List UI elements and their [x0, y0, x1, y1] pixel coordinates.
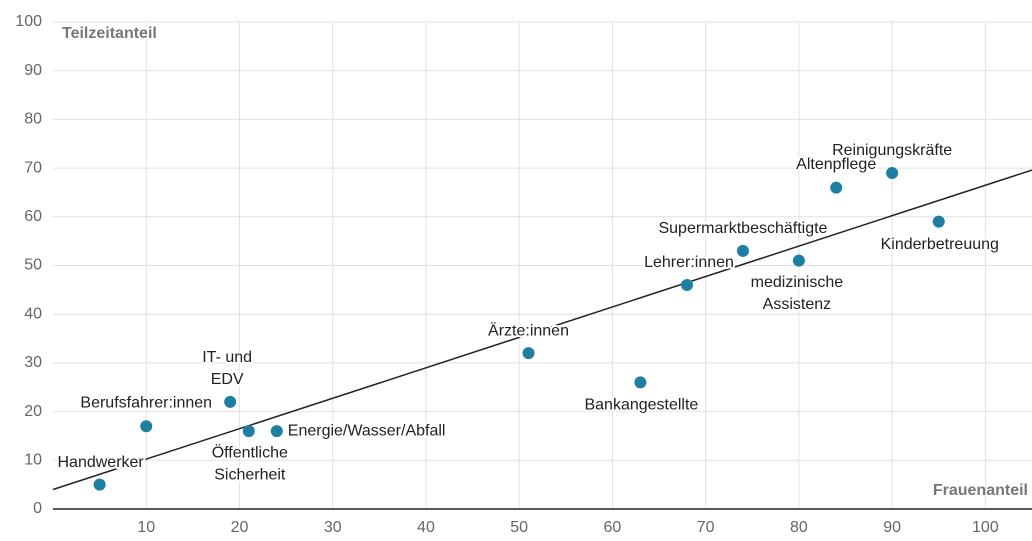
point-label: Handwerker — [57, 454, 144, 471]
x-tick-label: 60 — [604, 519, 622, 536]
trend-line — [52, 169, 1032, 491]
point — [270, 425, 283, 438]
point — [792, 254, 805, 267]
y-tick-label: 0 — [33, 500, 42, 517]
x-tick-label: 20 — [231, 519, 249, 536]
point-label: Supermarktbeschäftigte — [658, 220, 827, 237]
point-label: Öffentliche — [212, 443, 288, 461]
x-tick-label: 90 — [883, 519, 901, 536]
y-tick-label: 60 — [24, 208, 42, 225]
y-tick-label: 10 — [24, 452, 42, 469]
point-label: medizinische — [751, 274, 844, 291]
point — [932, 215, 945, 228]
y-tick-label: 70 — [24, 159, 42, 176]
point-label: Lehrer:innen — [644, 254, 734, 271]
point-label: EDV — [211, 371, 244, 388]
point — [93, 478, 106, 491]
y-tick-label: 90 — [24, 62, 42, 79]
x-tick-label: 50 — [510, 519, 528, 536]
y-tick-label: 40 — [24, 305, 42, 322]
point-label: Assistenz — [763, 296, 831, 313]
point-label: Kinderbetreuung — [881, 236, 999, 253]
x-axis-label: Frauenanteil — [933, 482, 1028, 499]
x-tick-label: 80 — [790, 519, 808, 536]
point-label: Sicherheit — [214, 466, 286, 483]
y-tick-label: 100 — [15, 13, 42, 30]
point-label: Berufsfahrer:innen — [80, 394, 212, 411]
y-axis-label: Teilzeitanteil — [62, 25, 157, 42]
point-label: Bankangestellte — [584, 397, 698, 414]
point-label: Reinigungskräfte — [832, 142, 952, 159]
point — [886, 166, 899, 179]
point — [522, 347, 535, 360]
x-tick-label: 100 — [972, 519, 999, 536]
x-tick-label: 10 — [137, 519, 155, 536]
y-tick-label: 20 — [24, 403, 42, 420]
point-label: Altenpflege — [796, 156, 876, 173]
point-label: Energie/Wasser/Abfall — [288, 422, 446, 439]
y-tick-label: 80 — [24, 111, 42, 128]
point — [242, 425, 255, 438]
point — [681, 278, 694, 291]
point — [224, 395, 237, 408]
x-tick-label: 40 — [417, 519, 435, 536]
point — [736, 244, 749, 257]
y-tick-label: 30 — [24, 354, 42, 371]
point — [140, 420, 153, 433]
point — [634, 376, 647, 389]
point-label: IT- und — [202, 349, 252, 366]
x-tick-label: 70 — [697, 519, 715, 536]
y-tick-label: 50 — [24, 257, 42, 274]
x-tick-label: 30 — [324, 519, 342, 536]
point — [830, 181, 843, 194]
point-label: Ärzte:innen — [488, 321, 569, 339]
